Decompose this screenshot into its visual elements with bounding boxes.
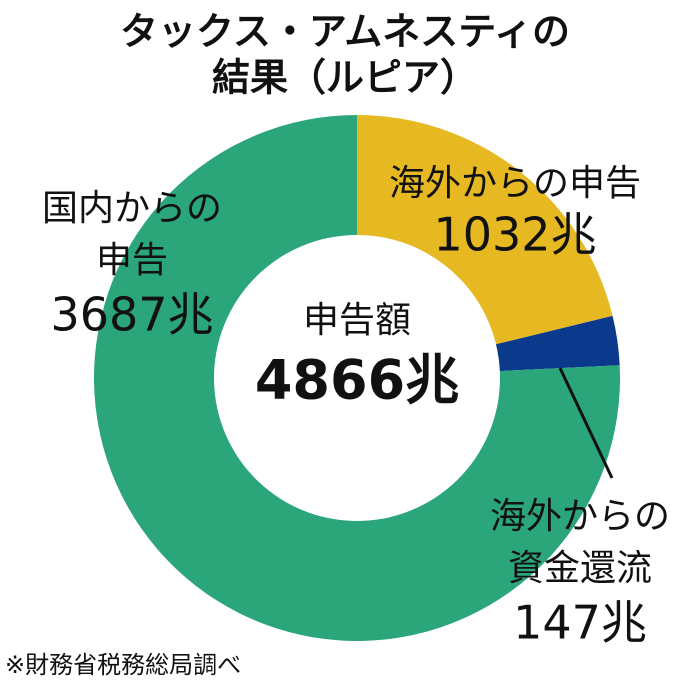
segment-label: 資金還流: [508, 548, 652, 589]
center-title: 申告額: [303, 300, 411, 341]
donut-segment: [495, 315, 620, 372]
segment-label: 海外からの申告: [389, 163, 641, 204]
leader-line: [558, 367, 614, 479]
chart-title: 結果（ルピア）: [212, 56, 478, 100]
segment-label: 申告: [96, 240, 168, 281]
center-total: 4866兆: [255, 349, 459, 412]
segment-label: 海外からの: [490, 496, 670, 537]
segment-label: 国内からの: [42, 188, 222, 229]
donut-segment: [357, 115, 613, 345]
value-label: 1032兆: [433, 208, 596, 262]
source: ※財務省税務総局調べ: [5, 651, 241, 679]
value-label: 147兆: [513, 596, 647, 650]
donut: [93, 115, 620, 641]
value-label: 3687兆: [50, 288, 213, 342]
donut-segment: [93, 115, 620, 641]
chart-title: タックス・アムネスティの: [120, 10, 570, 54]
